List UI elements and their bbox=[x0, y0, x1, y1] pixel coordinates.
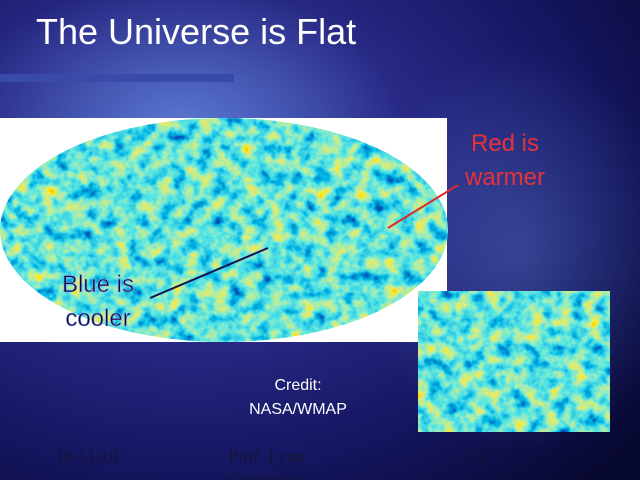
blue-label: cooler bbox=[65, 305, 130, 332]
footer-page: 34 bbox=[466, 446, 484, 466]
credit: NASA/WMAP bbox=[249, 401, 347, 418]
blue-label: Blue is bbox=[62, 271, 134, 298]
footer-date: 10/11/10 bbox=[55, 446, 118, 466]
footer-author: Prof. Lynn bbox=[228, 446, 305, 466]
blue-pointer bbox=[149, 247, 269, 299]
red-label: warmer bbox=[464, 164, 545, 191]
title: The Universe is Flat bbox=[36, 11, 356, 52]
cmb-detail bbox=[418, 291, 610, 432]
title-underline bbox=[0, 74, 234, 82]
footer-author: Cominsky bbox=[228, 470, 302, 480]
red-label: Red is bbox=[471, 130, 539, 157]
red-pointer bbox=[387, 184, 459, 229]
cmb-map bbox=[0, 118, 448, 342]
cmb-texture bbox=[0, 118, 448, 342]
credit: Credit: bbox=[274, 377, 321, 394]
